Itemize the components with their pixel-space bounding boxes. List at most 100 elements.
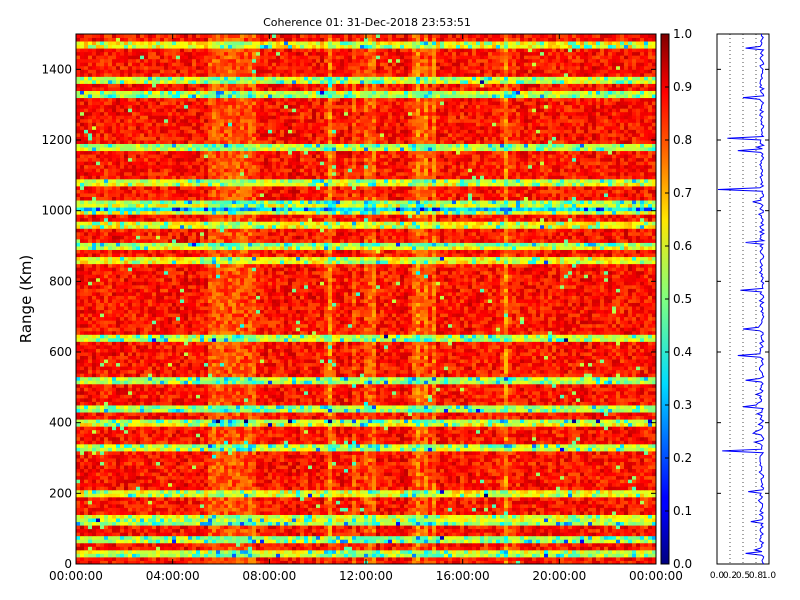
heatmap-cell — [184, 500, 189, 505]
heatmap-cell — [600, 479, 605, 484]
heatmap-cell — [636, 511, 641, 515]
heatmap-cell — [628, 465, 633, 470]
heatmap-cell — [332, 486, 337, 491]
heatmap-cell — [600, 500, 605, 505]
heatmap-cell — [80, 546, 85, 551]
heatmap-cell — [260, 500, 265, 505]
heatmap-cell — [80, 521, 85, 526]
heatmap-cell — [488, 542, 493, 547]
heatmap-cell — [288, 440, 293, 445]
heatmap-cell — [616, 461, 621, 466]
heatmap-cell — [368, 489, 373, 494]
heatmap-cell — [548, 472, 553, 477]
heatmap-cell — [416, 482, 421, 487]
heatmap-cell — [88, 475, 93, 480]
heatmap-cell — [136, 475, 141, 480]
heatmap-cell — [604, 528, 609, 533]
heatmap-cell — [92, 514, 97, 519]
heatmap-cell — [620, 496, 625, 501]
heatmap-cell — [448, 503, 453, 508]
heatmap-cell — [404, 507, 409, 512]
heatmap-cell — [164, 454, 169, 459]
heatmap-cell — [160, 560, 165, 565]
heatmap-cell — [84, 503, 89, 508]
heatmap-cell — [152, 528, 157, 533]
heatmap-cell — [316, 521, 321, 526]
heatmap-cell — [472, 482, 477, 487]
heatmap-cell — [136, 553, 141, 558]
heatmap-cell — [472, 486, 477, 491]
heatmap-cell — [112, 556, 117, 561]
heatmap-cell — [596, 553, 601, 558]
heatmap-cell — [532, 514, 537, 519]
heatmap-cell — [228, 482, 233, 487]
heatmap-cell — [308, 528, 313, 533]
heatmap-cell — [468, 465, 473, 470]
heatmap-cell — [244, 486, 249, 491]
heatmap-cell — [516, 549, 521, 554]
heatmap-cell — [196, 532, 201, 537]
heatmap-cell — [548, 553, 553, 558]
heatmap-cell — [436, 539, 441, 544]
heatmap-cell — [616, 500, 621, 505]
heatmap-cell — [504, 514, 509, 519]
heatmap-cell — [476, 447, 481, 452]
heatmap-cell — [488, 482, 493, 487]
heatmap-cell — [204, 514, 209, 519]
heatmap-cell — [508, 447, 513, 452]
heatmap-cell — [196, 482, 201, 487]
heatmap-cell — [464, 528, 469, 533]
heatmap-cell — [160, 472, 165, 477]
heatmap-cell — [448, 458, 453, 462]
heatmap-cell — [248, 454, 253, 459]
heatmap-cell — [556, 518, 561, 523]
heatmap-cell — [236, 500, 241, 505]
heatmap-cell — [124, 507, 129, 512]
heatmap-cell — [220, 556, 225, 561]
heatmap-cell — [272, 507, 277, 512]
heatmap-cell — [180, 528, 185, 533]
heatmap-cell — [472, 458, 477, 462]
heatmap-cell — [324, 486, 329, 491]
heatmap-cell — [452, 450, 457, 455]
heatmap-cell — [472, 556, 477, 561]
heatmap-cell — [148, 553, 153, 558]
heatmap-cell — [616, 507, 621, 512]
heatmap-cell — [560, 503, 565, 508]
heatmap-cell — [236, 461, 241, 466]
heatmap-cell — [408, 553, 413, 558]
heatmap-cell — [252, 472, 257, 477]
heatmap-cell — [272, 489, 277, 494]
heatmap-cell — [160, 486, 165, 491]
heatmap-cell — [432, 528, 437, 533]
heatmap-cell — [224, 514, 229, 519]
heatmap-cell — [600, 507, 605, 512]
heatmap-cell — [296, 486, 301, 491]
heatmap-cell — [556, 542, 561, 547]
heatmap-cell — [316, 542, 321, 547]
heatmap-cell — [568, 553, 573, 558]
heatmap-cell — [452, 461, 457, 466]
heatmap-cell — [264, 542, 269, 547]
heatmap-cell — [108, 454, 113, 459]
heatmap-cell — [324, 468, 329, 473]
heatmap-cell — [128, 518, 133, 523]
heatmap-cell — [308, 507, 313, 512]
heatmap-cell — [264, 482, 269, 487]
heatmap-cell — [588, 549, 593, 554]
heatmap-cell — [572, 539, 577, 544]
heatmap-cell — [120, 465, 125, 470]
heatmap-cell — [192, 489, 197, 494]
heatmap-cell — [188, 447, 193, 452]
heatmap-cell — [588, 472, 593, 477]
heatmap-cell — [512, 479, 517, 484]
heatmap-cell — [376, 472, 381, 477]
heatmap-cell — [324, 518, 329, 523]
heatmap-cell — [360, 535, 365, 540]
heatmap-cell — [224, 503, 229, 508]
heatmap-cell — [564, 553, 569, 558]
heatmap-cell — [216, 493, 221, 498]
heatmap-cell — [80, 489, 85, 494]
heatmap-cell — [324, 493, 329, 498]
heatmap-cell — [536, 447, 541, 452]
